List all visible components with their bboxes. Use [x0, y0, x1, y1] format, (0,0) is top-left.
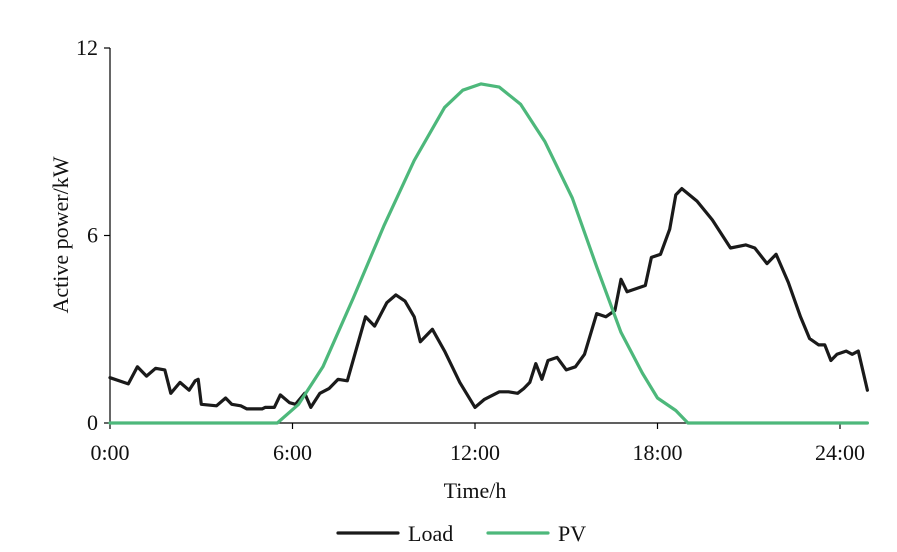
- x-tick-label: 0:00: [90, 440, 129, 465]
- y-tick-label: 12: [76, 35, 98, 60]
- y-tick-label: 6: [87, 223, 98, 248]
- x-tick-label: 6:00: [273, 440, 312, 465]
- legend-label-pv: PV: [558, 521, 586, 546]
- x-tick-label: 18:00: [632, 440, 682, 465]
- x-tick-label: 12:00: [450, 440, 500, 465]
- y-axis-title: Active power/kW: [48, 156, 73, 313]
- series-line-pv: [108, 82, 870, 425]
- x-axis-ticks: 0:00 6:00 12:00 18:00 24:00: [90, 423, 865, 465]
- x-axis-title: Time/h: [444, 478, 507, 503]
- y-axis-ticks: 0 6 12: [76, 35, 110, 435]
- legend-label-load: Load: [408, 521, 453, 546]
- legend: Load PV: [336, 521, 586, 546]
- series-layer: [108, 82, 870, 425]
- x-tick-label: 24:00: [815, 440, 865, 465]
- y-tick-label: 0: [87, 410, 98, 435]
- plot-area: [109, 48, 840, 424]
- series-line-load: [108, 187, 870, 411]
